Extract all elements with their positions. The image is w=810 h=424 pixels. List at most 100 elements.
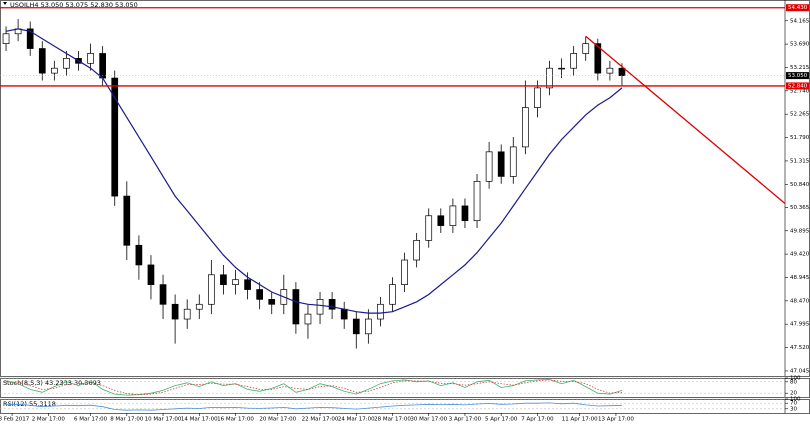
x-tick-label: 28 Feb 2017	[0, 417, 30, 423]
bid-tag	[786, 72, 809, 80]
candle-body	[328, 299, 336, 310]
x-tick-label: 13 Apr 17:00	[598, 417, 634, 423]
candle-body	[521, 107, 529, 148]
y-tick-label: 50.840	[790, 182, 810, 188]
candle-body	[449, 205, 457, 226]
x-tick-label: 14 Mar 17:00	[181, 417, 218, 423]
y-tick-label: 100	[790, 397, 801, 403]
y-tick-label: 20	[790, 391, 797, 397]
y-tick-label: 47.995	[790, 322, 810, 328]
candle-body	[340, 308, 348, 320]
candle-body	[183, 308, 191, 320]
candle-body	[558, 67, 565, 70]
y-tick-label: 80	[790, 379, 797, 385]
candle-body	[50, 67, 58, 74]
y-tick-label: 48.470	[790, 298, 810, 304]
x-tick-label: 16 Mar 17:00	[217, 417, 254, 423]
candle-body	[268, 299, 276, 305]
x-tick-label: 6 Mar 17:00	[74, 417, 108, 423]
candle-body	[304, 313, 312, 325]
level-tag-label: 54.430	[788, 5, 808, 11]
level-tag-label: 52.840	[788, 83, 808, 89]
candle-body	[38, 48, 46, 74]
candle-body	[618, 67, 626, 76]
candle-body	[570, 53, 578, 69]
y-tick-label: 51.790	[790, 135, 810, 141]
x-tick-label: 11 Apr 17:00	[562, 417, 598, 423]
candle-body	[195, 303, 203, 310]
candle-body	[497, 151, 505, 177]
y-tick-label: 48.945	[790, 275, 810, 281]
y-tick-label: 54.165	[790, 18, 810, 24]
candle-body	[461, 205, 469, 222]
candle-body	[232, 279, 239, 285]
candle-body	[401, 259, 408, 285]
bid-tag-label: 53.050	[788, 73, 808, 79]
candle-body	[389, 284, 396, 305]
y-tick-label: 52.740	[790, 88, 810, 94]
candle-body	[244, 279, 251, 290]
candle-body	[63, 58, 70, 69]
moving-average	[5, 28, 623, 314]
y-tick-label: 51.315	[790, 158, 810, 164]
candle-body	[316, 299, 324, 315]
y-tick-label: 53.690	[790, 42, 810, 48]
x-tick-label: 5 Apr 17:00	[485, 417, 518, 423]
x-tick-label: 10 Mar 17:00	[145, 417, 182, 423]
candle-body	[111, 77, 119, 197]
x-tick-label: 2 Mar 17:00	[32, 417, 66, 423]
y-tick-label: 49.420	[790, 252, 810, 258]
level-tag	[786, 82, 809, 90]
candle-body	[147, 264, 155, 285]
x-tick-label: 28 Mar 17:00	[374, 417, 411, 423]
candle-body	[413, 240, 421, 261]
indicator-line	[5, 402, 623, 411]
candle-body	[364, 318, 372, 335]
candle-body	[437, 215, 445, 226]
candle-body	[220, 274, 227, 285]
x-tick-label: 22 Mar 17:00	[302, 417, 339, 423]
candle-body	[256, 289, 264, 300]
candle-body	[485, 151, 493, 182]
candle-body	[594, 43, 602, 74]
menu-arrow	[3, 2, 7, 5]
candle-body	[292, 289, 300, 325]
y-tick-label: 50.365	[790, 205, 810, 211]
y-tick-label: 52.265	[790, 112, 810, 118]
candle-body	[171, 303, 179, 320]
trendline	[585, 35, 786, 204]
x-tick-label: 7 Apr 17:00	[521, 417, 554, 423]
panel-title: USOILH4 53.050 53.075 52.830 53.050	[10, 1, 138, 9]
candle-body	[2, 33, 10, 44]
x-tick-label: 8 Mar 17:00	[110, 417, 144, 423]
candle-body	[159, 284, 167, 305]
candle-body	[377, 303, 384, 320]
candle-body	[135, 244, 143, 266]
panel-title: RSI(12) 55.3118	[3, 400, 56, 408]
candle-body	[99, 53, 107, 79]
candle-body	[582, 43, 590, 54]
y-tick-label: 47.520	[790, 345, 810, 351]
y-tick-label: 49.895	[790, 228, 810, 234]
panel-title: Stoch(8,5,3) 43.2333 30.3693	[3, 379, 101, 387]
y-tick-label: 30	[790, 406, 797, 412]
candle-body	[352, 318, 360, 335]
candle-body	[207, 274, 215, 305]
y-tick-label: 100	[790, 376, 801, 382]
y-tick-label: 70	[790, 401, 797, 407]
candle-body	[534, 87, 541, 108]
x-tick-label: 3 Apr 17:00	[449, 417, 482, 423]
candle-body	[123, 195, 131, 246]
candle-body	[509, 146, 517, 177]
indicator-line	[5, 379, 623, 396]
y-tick-label: 47.045	[790, 368, 810, 374]
candle-body	[425, 215, 433, 241]
x-tick-label: 20 Mar 17:00	[259, 417, 296, 423]
candle-body	[546, 67, 553, 89]
level-tag	[786, 4, 809, 12]
candle-body	[26, 28, 34, 49]
candle-body	[87, 53, 94, 64]
candle-body	[473, 180, 481, 222]
